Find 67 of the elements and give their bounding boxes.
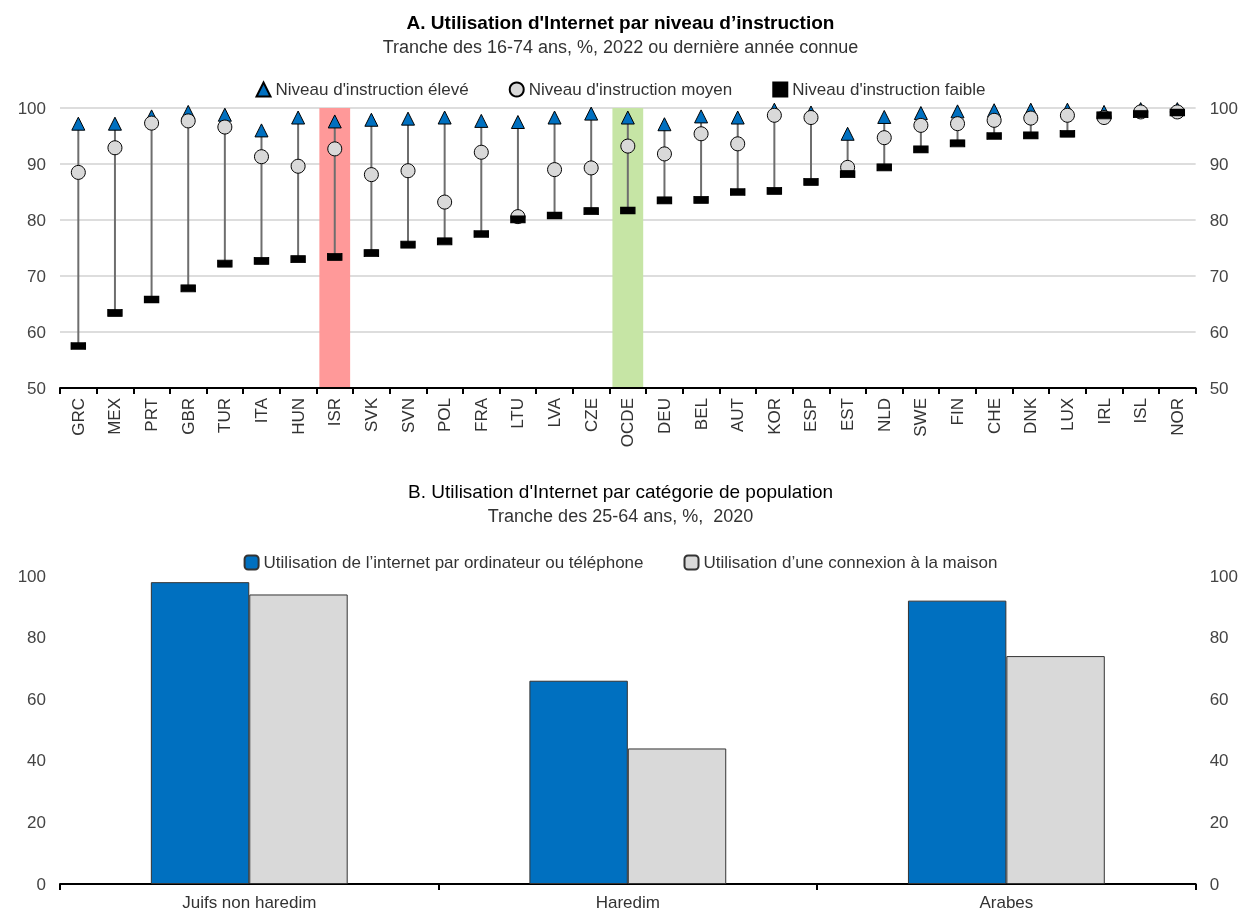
y2-tick-label: 100: [1209, 566, 1239, 586]
x-tick-label: IRL: [1094, 398, 1114, 425]
chart-subtitle: Tranche des 25-64 ans, %, 2020: [487, 506, 754, 526]
x-tick-label: TUR: [215, 398, 235, 433]
chart-title: A. Utilisation d'Internet par niveau d’instruction: [406, 12, 835, 33]
y-tick-label: 40: [27, 751, 46, 771]
chart-subtitle: Tranche des 16-74 ans, %, 2022 ou dernière année connue: [382, 37, 859, 57]
legend-label: Niveau d'instruction faible: [792, 80, 986, 99]
y-tick-label: 100: [17, 98, 46, 118]
legend-label: Utilisation de l’internet par ordinateur ou téléphone: [263, 553, 644, 572]
x-tick-label: LUX: [1057, 398, 1077, 432]
x-tick-label: PRT: [142, 398, 162, 432]
y2-tick-label: 100: [1209, 98, 1239, 118]
y2-tick-label: 90: [1209, 154, 1229, 174]
y2-tick-label: 60: [1209, 689, 1229, 709]
x-tick-label: NLD: [874, 398, 894, 433]
x-tick-label: GRC: [68, 398, 88, 436]
x-tick-label: ESP: [801, 398, 821, 433]
x-tick-label: NOR: [1167, 398, 1187, 436]
y-tick-label: 90: [27, 154, 46, 174]
x-tick-label: ITA: [251, 397, 271, 424]
y2-tick-label: 80: [1209, 628, 1229, 648]
x-tick-label: ISL: [1131, 398, 1151, 424]
y2-tick-label: 70: [1209, 266, 1229, 286]
y2-tick-label: 50: [1209, 378, 1229, 398]
x-tick-label: DNK: [1021, 397, 1041, 434]
y-tick-label: 80: [27, 628, 46, 648]
x-tick-label: LTU: [508, 398, 528, 429]
x-tick-label: SVN: [398, 398, 418, 433]
x-tick-label: POL: [435, 398, 455, 433]
legend-label: Utilisation d’une connexion à la maison: [703, 553, 998, 572]
y-tick-label: 70: [27, 266, 46, 286]
x-tick-label: GBR: [178, 398, 198, 435]
legend-label: Niveau d'instruction moyen: [528, 80, 733, 99]
legend-label: Niveau d'instruction élevé: [275, 80, 469, 99]
x-tick-label: ISR: [325, 398, 345, 427]
x-tick-label: BEL: [691, 398, 711, 431]
x-tick-label: KOR: [764, 398, 784, 435]
x-tick-label: FRA: [471, 397, 491, 432]
x-tick-label: FIN: [948, 398, 968, 426]
x-tick-label: HUN: [288, 398, 308, 435]
y2-tick-label: 40: [1209, 751, 1229, 771]
y2-tick-label: 60: [1209, 322, 1229, 342]
y-tick-label: 60: [27, 689, 46, 709]
y-tick-label: 80: [27, 210, 46, 230]
y-tick-label: 100: [17, 566, 46, 586]
y-tick-label: 60: [27, 322, 46, 342]
x-tick-label: MEX: [105, 398, 125, 435]
x-tick-label: Arabes: [979, 893, 1034, 912]
x-tick-label: SWE: [911, 398, 931, 437]
x-tick-label: CZE: [581, 398, 601, 432]
x-tick-label: EST: [838, 398, 858, 432]
chart-title: B. Utilisation d'Internet par catégorie de population: [407, 481, 834, 502]
y-tick-label: 0: [36, 874, 46, 894]
x-tick-label: Juifs non haredim: [182, 893, 317, 912]
y-tick-label: 20: [27, 812, 46, 832]
x-tick-label: AUT: [728, 398, 748, 432]
x-tick-label: Haredim: [595, 893, 660, 912]
y-tick-label: 50: [27, 378, 46, 398]
x-tick-label: OCDE: [618, 398, 638, 448]
x-tick-label: DEU: [654, 398, 674, 434]
x-tick-label: LVA: [545, 397, 565, 428]
x-tick-label: SVK: [361, 397, 381, 433]
y2-tick-label: 20: [1209, 812, 1229, 832]
y2-tick-label: 0: [1209, 874, 1220, 894]
y2-tick-label: 80: [1209, 210, 1229, 230]
x-tick-label: CHE: [984, 398, 1004, 434]
